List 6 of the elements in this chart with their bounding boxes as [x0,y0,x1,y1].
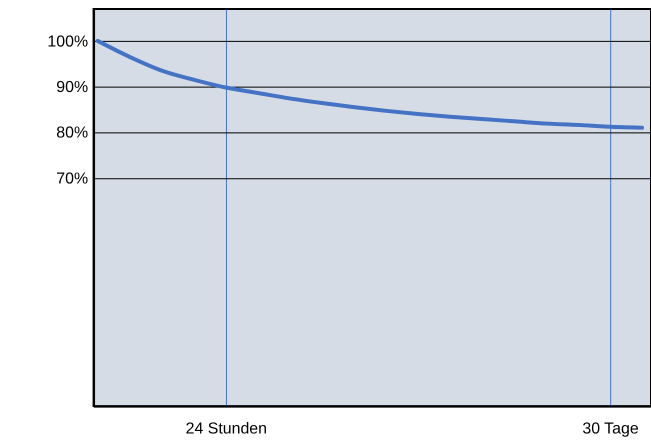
y-tick-label: 90% [56,79,88,96]
y-tick-label: 70% [56,170,88,188]
x-tick-label: 24 Stunden [186,420,267,438]
x-tick-label: 30 Tage [582,420,639,438]
y-tick-label: 80% [56,124,88,142]
y-tick-label: 100% [47,33,88,50]
